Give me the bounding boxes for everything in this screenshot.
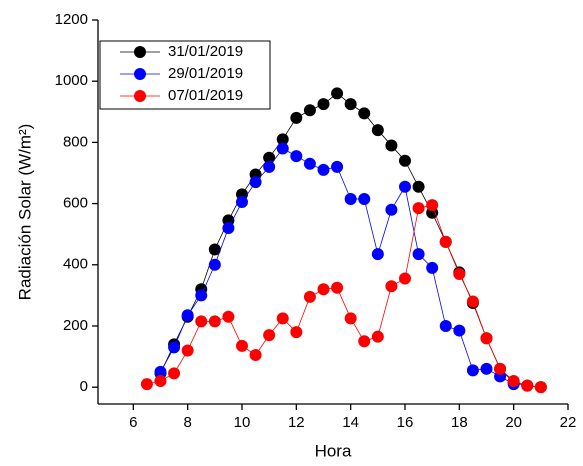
data-point (263, 329, 276, 342)
data-point (154, 375, 167, 388)
legend-marker (134, 68, 146, 80)
data-point (290, 326, 303, 339)
data-point (208, 243, 221, 256)
data-point (331, 87, 344, 100)
data-point (426, 261, 439, 274)
x-tick-label: 22 (560, 414, 577, 431)
data-point (317, 283, 330, 296)
legend-marker (134, 46, 146, 58)
data-point (521, 379, 534, 392)
data-point (235, 339, 248, 352)
data-point (249, 349, 262, 362)
x-tick-label: 18 (451, 414, 468, 431)
data-point (480, 362, 493, 375)
y-tick-label: 1000 (55, 72, 88, 89)
data-point (358, 335, 371, 348)
data-point (358, 192, 371, 205)
data-point (344, 312, 357, 325)
data-point (263, 151, 276, 164)
data-point (412, 202, 425, 215)
data-point (181, 344, 194, 357)
data-point (276, 133, 289, 146)
x-tick-label: 12 (288, 414, 305, 431)
data-point (426, 199, 439, 212)
data-point (222, 222, 235, 235)
x-tick-label: 10 (234, 414, 251, 431)
data-point (290, 111, 303, 124)
data-point (358, 107, 371, 120)
x-tick-label: 20 (505, 414, 522, 431)
data-point (331, 281, 344, 294)
data-point (385, 139, 398, 152)
y-axis-label: Radiación Solar (W/m²) (15, 124, 34, 301)
y-tick-label: 1200 (55, 11, 88, 28)
data-point (371, 124, 384, 137)
data-point (303, 290, 316, 303)
data-point (344, 98, 357, 111)
data-point (453, 267, 466, 280)
legend-marker (134, 90, 146, 102)
data-point (534, 381, 547, 394)
data-point (276, 312, 289, 325)
data-point (303, 104, 316, 117)
x-tick-label: 6 (129, 414, 137, 431)
y-tick-label: 200 (63, 317, 88, 334)
data-point (168, 367, 181, 380)
y-tick-label: 600 (63, 195, 88, 212)
data-point (140, 378, 153, 391)
data-point (303, 157, 316, 170)
y-tick-label: 800 (63, 133, 88, 150)
data-point (480, 332, 493, 345)
data-point (208, 258, 221, 271)
data-point (317, 163, 330, 176)
data-point (222, 310, 235, 323)
legend-label: 31/01/2019 (168, 43, 243, 60)
data-point (439, 235, 452, 248)
data-point (331, 160, 344, 173)
data-point (195, 315, 208, 328)
data-point (195, 289, 208, 302)
data-point (235, 196, 248, 209)
data-point (453, 324, 466, 337)
data-point (249, 176, 262, 189)
data-point (154, 365, 167, 378)
y-tick-label: 0 (80, 378, 88, 395)
data-point (398, 180, 411, 193)
data-point (412, 180, 425, 193)
data-point (181, 309, 194, 322)
legend-label: 07/01/2019 (168, 87, 243, 104)
data-point (290, 150, 303, 163)
data-point (276, 142, 289, 155)
data-point (344, 192, 357, 205)
data-point (371, 248, 384, 261)
data-point (263, 160, 276, 173)
data-point (398, 272, 411, 285)
x-tick-label: 14 (342, 414, 359, 431)
data-point (208, 315, 221, 328)
x-axis-label: Hora (315, 441, 352, 460)
data-point (412, 248, 425, 261)
x-tick-label: 8 (183, 414, 191, 431)
data-point (507, 375, 520, 388)
data-point (466, 364, 479, 377)
data-point (385, 280, 398, 293)
data-point (494, 362, 507, 375)
x-tick-label: 16 (397, 414, 414, 431)
legend-label: 29/01/2019 (168, 65, 243, 82)
data-point (385, 203, 398, 216)
data-point (398, 154, 411, 167)
data-point (466, 295, 479, 308)
data-point (371, 330, 384, 343)
data-point (439, 319, 452, 332)
y-tick-label: 400 (63, 256, 88, 273)
data-point (168, 341, 181, 354)
data-point (317, 98, 330, 111)
